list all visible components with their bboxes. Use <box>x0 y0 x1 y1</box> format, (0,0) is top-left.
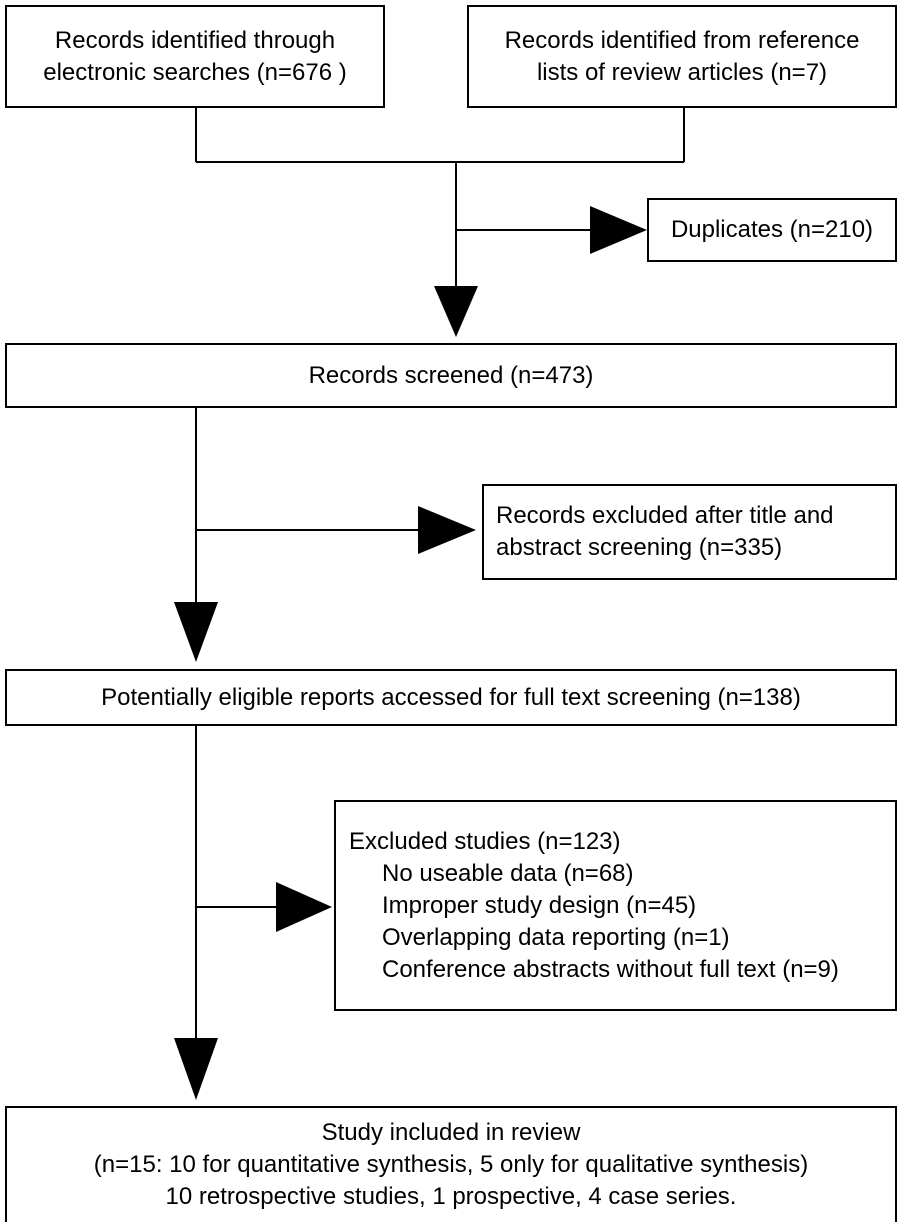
box-text-line: Study included in review <box>321 1119 581 1146</box>
box-text-line: electronic searches (n=676 ) <box>43 58 347 86</box>
excluded-studies-heading: Excluded studies (n=123) <box>349 827 621 855</box>
arrowhead-down-screened <box>434 286 478 337</box>
box-study-included-in-review: Study included in review (n=15: 10 for q… <box>5 1106 897 1222</box>
box-text-line: Records identified through <box>54 26 336 54</box>
excluded-reason-item: No useable data (n=68) <box>382 859 634 887</box>
box-text-line: 10 retrospective studies, 1 prospective,… <box>165 1183 737 1210</box>
box-text-line: (n=15: 10 for quantitative synthesis, 5 … <box>93 1151 809 1178</box>
box-text-line: abstract screening (n=335) <box>496 534 783 561</box>
arrowhead-right-excluded-studies <box>276 882 332 932</box>
box-text-line: Duplicates (n=210) <box>670 216 874 243</box>
arrowhead-right-duplicates <box>590 206 647 254</box>
arrowhead-right-excluded-title <box>418 506 476 554</box>
box-text-line: Potentially eligible reports accessed fo… <box>101 683 801 711</box>
box-text-line: lists of review articles (n=7) <box>536 58 828 86</box>
excluded-reason-item: Improper study design (n=45) <box>382 891 697 919</box>
box-text-line: Records excluded after title and <box>496 502 834 529</box>
box-text-line: Records screened (n=473) <box>308 361 594 389</box>
arrowhead-down-eligible <box>174 602 218 662</box>
box-duplicates: Duplicates (n=210) <box>647 198 897 262</box>
box-records-electronic-searches: Records identified through electronic se… <box>5 5 385 108</box>
box-records-reference-lists: Records identified from reference lists … <box>467 5 897 108</box>
arrowhead-down-included <box>174 1038 218 1100</box>
box-records-excluded-title-abstract: Records excluded after title and abstrac… <box>482 484 897 580</box>
box-text-line: Records identified from reference <box>504 26 860 54</box>
box-records-screened: Records screened (n=473) <box>5 343 897 408</box>
excluded-reason-item: Conference abstracts without full text (… <box>382 955 839 983</box>
box-excluded-studies: Excluded studies (n=123) No useable data… <box>334 800 897 1011</box>
box-potentially-eligible-reports: Potentially eligible reports accessed fo… <box>5 669 897 726</box>
excluded-reason-item: Overlapping data reporting (n=1) <box>382 923 730 951</box>
